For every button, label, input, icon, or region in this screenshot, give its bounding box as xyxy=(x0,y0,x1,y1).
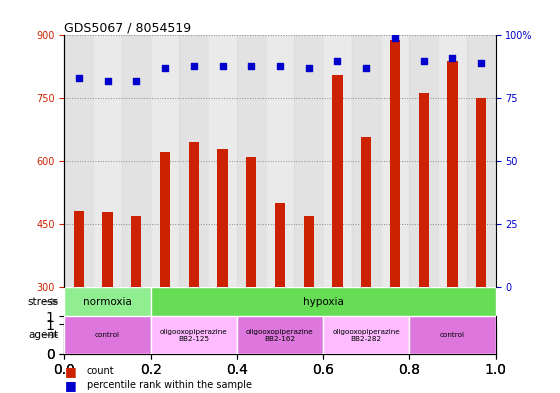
Bar xyxy=(64,287,151,316)
Bar xyxy=(131,216,141,287)
Bar xyxy=(265,35,295,287)
Text: normoxia: normoxia xyxy=(83,297,132,307)
Bar xyxy=(102,212,113,287)
Bar xyxy=(467,35,496,287)
Bar xyxy=(275,203,285,287)
Bar xyxy=(237,316,323,354)
Bar xyxy=(409,316,496,354)
Bar xyxy=(151,316,237,354)
Text: count: count xyxy=(87,366,114,376)
Bar xyxy=(419,93,429,287)
Bar xyxy=(438,35,467,287)
Bar xyxy=(151,287,496,316)
Bar xyxy=(74,211,84,287)
Bar xyxy=(352,35,381,287)
Text: stress: stress xyxy=(27,297,59,307)
Point xyxy=(74,75,83,81)
Point xyxy=(132,77,141,84)
Bar xyxy=(381,35,409,287)
Text: hypoxia: hypoxia xyxy=(303,297,343,307)
Point xyxy=(218,62,227,69)
Point xyxy=(477,60,486,66)
Bar xyxy=(447,61,458,287)
Bar xyxy=(160,152,170,287)
Bar xyxy=(476,98,486,287)
Point xyxy=(247,62,256,69)
Point xyxy=(276,62,284,69)
Point xyxy=(333,57,342,64)
Bar xyxy=(304,216,314,287)
Point xyxy=(448,55,457,61)
Bar xyxy=(237,35,265,287)
Point xyxy=(304,65,313,71)
Bar xyxy=(122,35,151,287)
Point xyxy=(390,35,399,41)
Point xyxy=(161,65,170,71)
Bar xyxy=(217,149,227,287)
Bar xyxy=(333,75,343,287)
Bar xyxy=(409,35,438,287)
Text: control: control xyxy=(440,332,465,338)
Bar xyxy=(64,316,151,354)
Bar xyxy=(64,35,93,287)
Bar xyxy=(323,35,352,287)
Text: oligooxopiperazine
BB2-282: oligooxopiperazine BB2-282 xyxy=(333,329,400,342)
Bar xyxy=(295,35,323,287)
Bar xyxy=(390,40,400,287)
Bar xyxy=(323,316,409,354)
Bar xyxy=(179,35,208,287)
Bar xyxy=(246,157,256,287)
Bar xyxy=(93,35,122,287)
Text: percentile rank within the sample: percentile rank within the sample xyxy=(87,380,252,390)
Point xyxy=(362,65,371,71)
Text: oligooxopiperazine
BB2-125: oligooxopiperazine BB2-125 xyxy=(160,329,227,342)
Point xyxy=(189,62,198,69)
Text: agent: agent xyxy=(29,330,59,340)
Bar xyxy=(189,142,199,287)
Text: GDS5067 / 8054519: GDS5067 / 8054519 xyxy=(64,21,192,34)
Text: control: control xyxy=(95,332,120,338)
Text: ■: ■ xyxy=(64,378,76,392)
Point xyxy=(419,57,428,64)
Bar xyxy=(208,35,237,287)
Text: oligooxopiperazine
BB2-162: oligooxopiperazine BB2-162 xyxy=(246,329,314,342)
Point xyxy=(103,77,112,84)
Bar xyxy=(361,137,371,287)
Text: ■: ■ xyxy=(64,365,76,378)
Bar xyxy=(151,35,179,287)
